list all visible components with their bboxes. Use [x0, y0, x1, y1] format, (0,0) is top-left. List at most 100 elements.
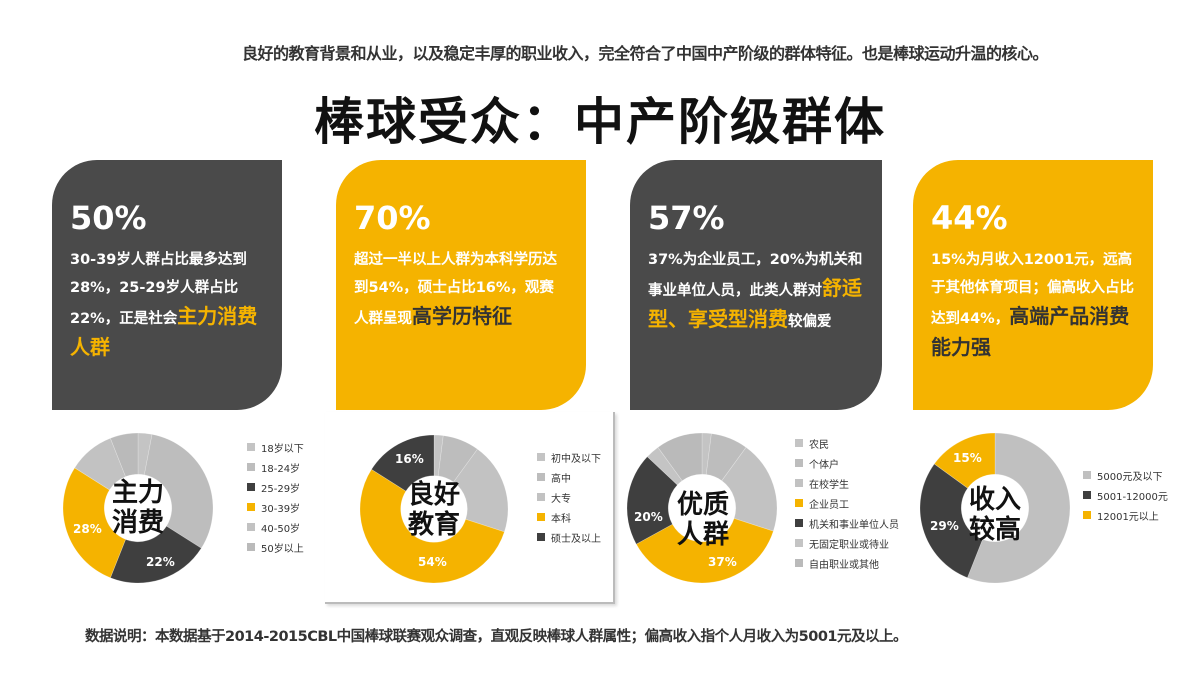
legend-item: 无固定职业或待业 — [795, 533, 899, 553]
stat-value: 44% — [931, 199, 1008, 237]
legend-item: 机关和事业单位人员 — [795, 513, 899, 533]
page-title: 棒球受众：中产阶级群体 — [314, 93, 886, 151]
donut-segment — [137, 432, 153, 476]
legend-item: 25-29岁 — [247, 477, 304, 497]
donut-segment — [359, 468, 505, 584]
center-line-1: 收入 — [968, 485, 1021, 515]
legend-item: 企业员工 — [795, 493, 899, 513]
legend-swatch-icon — [247, 503, 255, 511]
legend-swatch-icon — [537, 453, 545, 461]
legend-swatch-icon — [1083, 471, 1091, 479]
stat-value: 50% — [70, 199, 147, 237]
stat-card-education: 70% 超过一半以上人群为本科学历达到54%，硕士占比16%，观赛人群呈现高学历… — [336, 160, 586, 410]
donut-segment — [453, 448, 509, 533]
legend-item: 40-50岁 — [247, 517, 304, 537]
legend-label: 机关和事业单位人员 — [809, 519, 899, 531]
legend-swatch-icon — [1083, 511, 1091, 519]
data-label: 37% — [708, 555, 737, 569]
center-line-1: 良好 — [407, 480, 460, 510]
legend-label: 在校学生 — [809, 479, 849, 491]
donut-segment — [626, 456, 678, 545]
donut-segment — [62, 467, 126, 579]
legend-label: 30-39岁 — [261, 503, 301, 515]
chart-legend: 农民个体户在校学生企业员工机关和事业单位人员 无固定职业或待业 自由职业或其他 — [795, 433, 899, 573]
donut-segment — [646, 446, 683, 486]
legend-swatch-icon — [247, 463, 255, 471]
stat-value: 57% — [648, 199, 725, 237]
legend-item: 5000元及以下 — [1083, 465, 1168, 485]
chart-legend: 18岁以下 18-24岁 25-29岁 30-39岁 40-50岁 50岁以上 — [247, 437, 304, 557]
legend-label: 初中及以下 — [551, 453, 601, 465]
donut-chart-income — [919, 432, 1071, 584]
legend-label: 12001元以上 — [1097, 511, 1159, 523]
donut-segment — [919, 463, 983, 579]
legend-swatch-icon — [795, 499, 803, 507]
data-label: 54% — [418, 555, 447, 569]
description-text: 30-39岁人群占比最多达到28%，25-29岁人群占比22%，正是社会 — [70, 252, 247, 327]
donut-segment — [967, 432, 1071, 584]
stat-description: 超过一半以上人群为本科学历达到54%，硕士占比16%，观赛人群呈现高学历特征 — [354, 246, 568, 333]
legend-item: 个体户 — [795, 453, 899, 473]
chart-legend: 初中及以下高中 大专本科硕士及以上 — [537, 447, 601, 547]
donut-svg — [62, 432, 214, 584]
description-tail: 较偏爱 — [788, 314, 832, 330]
center-line-2: 较高 — [968, 515, 1021, 545]
highlight-text: 舒适型、享受型消费 — [648, 276, 862, 331]
data-label: 22% — [146, 555, 175, 569]
description-text: 15%为月收入12001元，远高于其他体育项目；偏高收入占比达到44%， — [931, 252, 1134, 327]
legend-item: 本科 — [537, 507, 601, 527]
donut-segment — [371, 434, 435, 492]
legend-label: 18岁以下 — [261, 443, 304, 455]
center-line-1: 主力 — [111, 478, 164, 508]
legend-label: 50岁以上 — [261, 543, 304, 555]
data-label: 28% — [73, 522, 102, 536]
legend-label: 个体户 — [809, 459, 839, 471]
donut-svg — [919, 432, 1071, 584]
legend-swatch-icon — [795, 479, 803, 487]
legend-item: 初中及以下 — [537, 447, 601, 467]
data-label: 29% — [930, 519, 959, 533]
center-line-2: 教育 — [407, 510, 460, 540]
legend-swatch-icon — [537, 533, 545, 541]
legend-swatch-icon — [795, 559, 803, 567]
legend-item: 5001-12000元 — [1083, 485, 1168, 505]
donut-chart-age — [62, 432, 214, 584]
legend-swatch-icon — [247, 543, 255, 551]
donut-segment — [635, 518, 774, 584]
legend-swatch-icon — [247, 443, 255, 451]
stat-card-income: 44% 15%为月收入12001元，远高于其他体育项目；偏高收入占比达到44%，… — [913, 160, 1153, 410]
legend-swatch-icon — [795, 539, 803, 547]
stat-description: 30-39岁人群占比最多达到28%，25-29岁人群占比22%，正是社会主力消费… — [70, 246, 264, 364]
legend-swatch-icon — [795, 459, 803, 467]
donut-svg — [626, 432, 778, 584]
legend-label: 农民 — [809, 439, 829, 451]
legend-swatch-icon — [247, 483, 255, 491]
legend-swatch-icon — [247, 523, 255, 531]
donut-chart-occupation — [626, 432, 778, 584]
donut-segment — [110, 432, 139, 478]
legend-label: 硕士及以上 — [551, 533, 601, 545]
legend-label: 18-24岁 — [261, 463, 301, 475]
legend-label: 自由职业或其他 — [809, 559, 879, 571]
donut-segment — [110, 525, 202, 584]
donut-svg — [359, 434, 509, 584]
chart-legend: 5000元及以下 5001-12000元 12001元以上 — [1083, 465, 1168, 525]
center-line-2: 消费 — [111, 508, 164, 538]
legend-item: 农民 — [795, 433, 899, 453]
donut-segment — [657, 432, 703, 482]
legend-item: 18-24岁 — [247, 457, 304, 477]
data-label: 16% — [395, 452, 424, 466]
highlight-text: 高学历特征 — [412, 304, 512, 328]
center-line-1: 优质 — [676, 490, 729, 520]
legend-swatch-icon — [795, 519, 803, 527]
legend-label: 无固定职业或待业 — [809, 539, 889, 551]
legend-item: 高中 — [537, 467, 601, 487]
legend-item: 大专 — [537, 487, 601, 507]
legend-label: 本科 — [551, 513, 571, 525]
subtitle: 良好的教育背景和从业，以及稳定丰厚的职业收入，完全符合了中国中产阶级的群体特征。… — [241, 44, 1049, 63]
legend-item: 50岁以上 — [247, 537, 304, 557]
donut-segment — [721, 446, 778, 532]
stat-description: 37%为企业员工，20%为机关和事业单位人员，此类人群对舒适型、享受型消费较偏爱 — [648, 246, 864, 336]
highlight-text: 主力消费人群 — [70, 304, 258, 359]
stat-value: 70% — [354, 199, 431, 237]
